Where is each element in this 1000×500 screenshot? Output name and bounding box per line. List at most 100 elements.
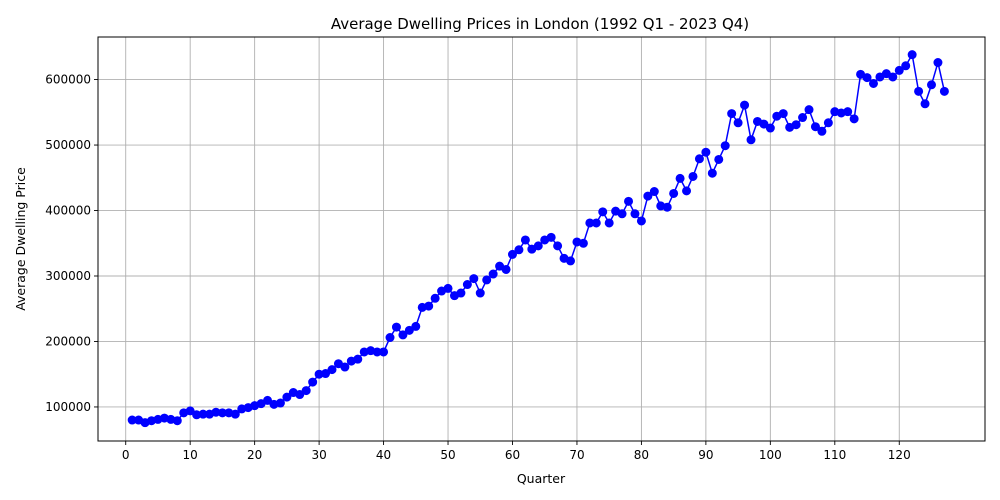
data-point xyxy=(514,245,524,255)
data-point xyxy=(546,232,556,242)
data-point xyxy=(920,99,930,109)
data-point xyxy=(901,61,911,71)
data-point xyxy=(682,186,692,196)
y-tick-label: 400000 xyxy=(45,204,91,218)
data-point xyxy=(520,235,530,245)
data-point xyxy=(321,369,331,379)
x-tick-label: 100 xyxy=(759,448,782,462)
data-point xyxy=(662,202,672,212)
data-point xyxy=(926,80,936,90)
data-point xyxy=(810,122,820,132)
data-point xyxy=(533,241,543,251)
data-point xyxy=(411,321,421,331)
data-point xyxy=(823,118,833,128)
x-tick-label: 30 xyxy=(311,448,326,462)
data-point xyxy=(566,256,576,266)
data-point xyxy=(630,209,640,219)
x-tick-label: 50 xyxy=(440,448,455,462)
data-point xyxy=(469,274,479,284)
data-point xyxy=(385,333,395,343)
data-point xyxy=(475,288,485,298)
data-point xyxy=(398,330,408,340)
series-price xyxy=(127,50,949,428)
data-point xyxy=(804,105,814,115)
data-point xyxy=(694,154,704,164)
grid xyxy=(98,37,985,441)
data-point xyxy=(868,78,878,88)
x-tick-label: 60 xyxy=(505,448,520,462)
data-point xyxy=(707,168,717,178)
data-point xyxy=(578,238,588,248)
x-tick-label: 110 xyxy=(823,448,846,462)
y-tick-label: 600000 xyxy=(45,73,91,87)
data-point xyxy=(353,354,363,364)
data-point xyxy=(263,395,273,405)
data-point xyxy=(424,301,434,311)
chart-title: Average Dwelling Prices in London (1992 … xyxy=(331,15,749,33)
x-axis-ticks: 0 10 20 30 40 50 60 70 80 90 100 110 120 xyxy=(122,441,911,462)
x-tick-label: 10 xyxy=(183,448,198,462)
data-point xyxy=(379,347,389,357)
x-tick-label: 120 xyxy=(888,448,911,462)
y-axis-label: Average Dwelling Price xyxy=(13,167,28,311)
data-point xyxy=(598,207,608,217)
data-point xyxy=(914,86,924,96)
x-tick-label: 40 xyxy=(376,448,391,462)
y-axis-ticks: 100000 200000 300000 400000 500000 600000 xyxy=(45,73,98,414)
data-point xyxy=(843,107,853,117)
data-point xyxy=(430,293,440,303)
data-point xyxy=(862,73,872,83)
data-point xyxy=(675,173,685,183)
data-point xyxy=(308,377,318,387)
data-point xyxy=(327,365,337,375)
y-tick-label: 300000 xyxy=(45,269,91,283)
data-point xyxy=(391,322,401,332)
data-point xyxy=(501,264,511,274)
data-point xyxy=(462,280,472,290)
y-tick-label: 500000 xyxy=(45,138,91,152)
data-point xyxy=(759,119,769,129)
data-point xyxy=(888,72,898,82)
data-point xyxy=(817,126,827,136)
data-point xyxy=(643,191,653,201)
data-point xyxy=(933,58,943,68)
data-point xyxy=(907,50,917,60)
data-point xyxy=(624,196,634,206)
data-point xyxy=(340,362,350,372)
data-point xyxy=(482,275,492,285)
data-point xyxy=(778,109,788,119)
data-point xyxy=(636,216,646,226)
data-point xyxy=(727,109,737,119)
data-point xyxy=(939,86,949,96)
data-point xyxy=(295,390,305,400)
y-tick-label: 200000 xyxy=(45,334,91,348)
x-tick-label: 80 xyxy=(634,448,649,462)
data-point xyxy=(507,249,517,259)
x-axis-label: Quarter xyxy=(517,471,566,486)
data-point xyxy=(488,269,498,279)
data-point xyxy=(275,398,285,408)
data-point xyxy=(894,65,904,75)
data-point xyxy=(791,120,801,130)
data-point xyxy=(746,135,756,145)
x-tick-label: 0 xyxy=(122,448,130,462)
data-point xyxy=(604,218,614,228)
data-point xyxy=(443,283,453,293)
data-point xyxy=(720,141,730,151)
x-tick-label: 20 xyxy=(247,448,262,462)
series-line xyxy=(132,52,946,424)
data-point xyxy=(765,123,775,133)
data-point xyxy=(553,241,563,251)
data-point xyxy=(591,218,601,228)
data-point xyxy=(649,187,659,197)
x-tick-label: 90 xyxy=(698,448,713,462)
data-point xyxy=(701,147,711,157)
data-point xyxy=(849,114,859,124)
data-point xyxy=(230,409,240,419)
data-point xyxy=(669,188,679,198)
y-tick-label: 100000 xyxy=(45,400,91,414)
plot-frame xyxy=(97,36,986,442)
data-point xyxy=(714,154,724,164)
data-point xyxy=(456,288,466,298)
data-point xyxy=(688,171,698,181)
